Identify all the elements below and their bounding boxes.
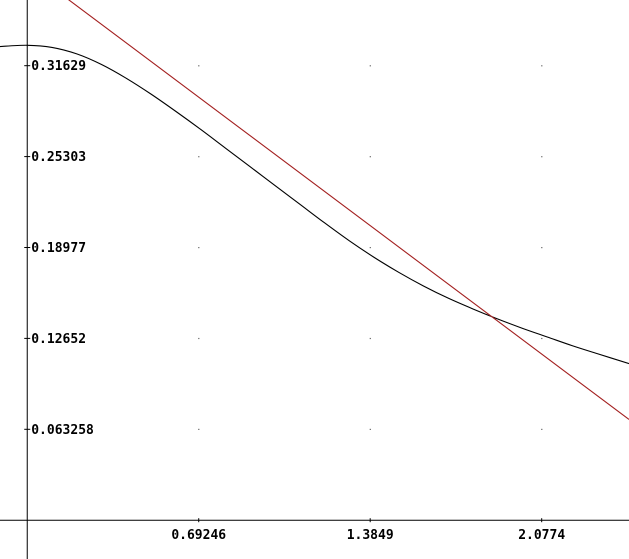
series-curve (0, 44, 629, 365)
grid-point (198, 428, 200, 430)
grid-point (198, 337, 200, 340)
grid-point (198, 156, 200, 158)
grid-point (541, 156, 543, 158)
x-tick-label: 1.3849 (347, 528, 394, 543)
grid-point (541, 247, 543, 249)
grid-point (198, 247, 200, 249)
y-tick-label: 0.12652 (31, 332, 86, 347)
y-tick-label: 0.063258 (31, 423, 94, 438)
y-tick-label: 0.25303 (31, 150, 86, 165)
grid-points (198, 65, 543, 430)
series-layer (0, 0, 629, 420)
x-tick-label: 2.0774 (518, 528, 565, 543)
grid-point (369, 428, 371, 430)
grid-point (369, 247, 371, 249)
series-tangent-line (68, 0, 629, 420)
grid-point (541, 65, 543, 67)
grid-point (541, 428, 543, 430)
grid-point (369, 65, 371, 67)
grid-point (369, 337, 371, 340)
y-tick-label: 0.31629 (31, 59, 86, 74)
tick-marks (24, 65, 543, 523)
x-tick-label: 0.69246 (171, 528, 226, 543)
grid-point (541, 337, 543, 340)
tick-labels: 0.69246 1.3849 2.0774 0.31629 0.25303 0.18977… (31, 59, 565, 543)
grid-point (369, 156, 371, 158)
grid-point (198, 65, 200, 67)
y-tick-label: 0.18977 (31, 241, 86, 256)
